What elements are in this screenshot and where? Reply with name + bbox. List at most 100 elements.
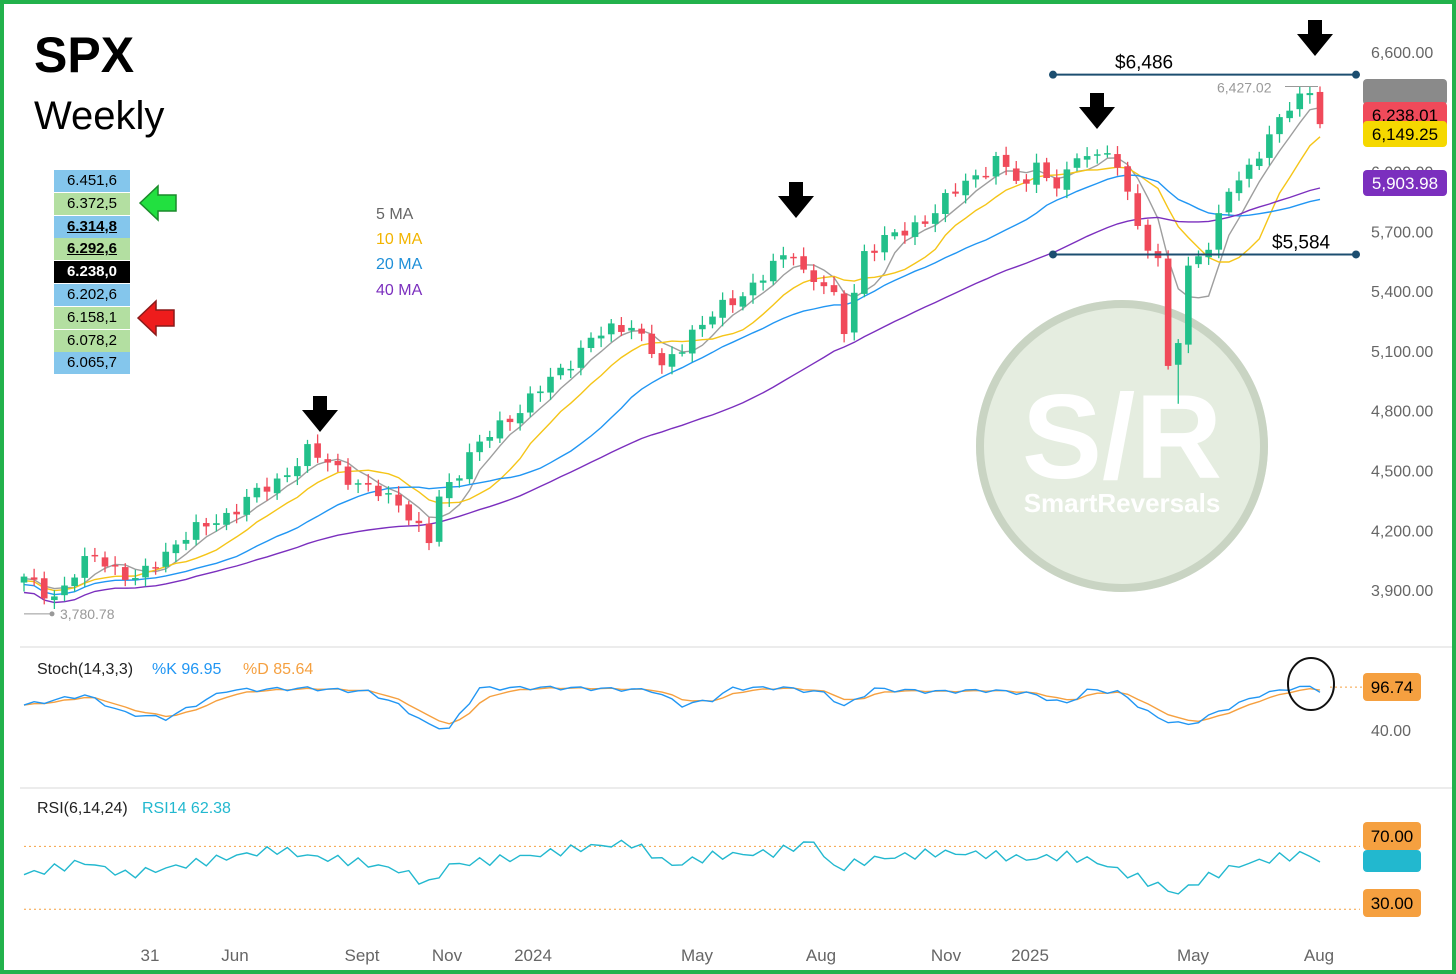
- down-arrow-icon: [778, 182, 814, 218]
- x-tick-label: Nov: [432, 946, 463, 965]
- candle-body: [628, 327, 635, 331]
- candle-body: [850, 292, 858, 333]
- candle-body: [790, 256, 797, 259]
- candle-body: [881, 235, 888, 253]
- candle-body: [1093, 154, 1101, 156]
- candle-body: [1316, 91, 1324, 125]
- price-badge-text: 6,238.01: [1372, 106, 1438, 125]
- candle-body: [1104, 153, 1111, 155]
- x-tick-label: 2024: [514, 946, 552, 965]
- candle-body: [1144, 224, 1152, 251]
- candle-body: [557, 367, 564, 376]
- candle-body: [243, 496, 251, 515]
- high-label: 6,427.02: [1217, 79, 1272, 95]
- candle-body: [101, 557, 109, 567]
- candle-body: [648, 333, 656, 355]
- x-tick-label: 2025: [1011, 946, 1049, 965]
- candle-body: [223, 512, 230, 525]
- level-row: 6.451,6: [54, 170, 130, 192]
- candle-body: [111, 565, 119, 567]
- stoch-highlight-circle: [1287, 657, 1335, 711]
- y-tick-label: 5,400.00: [1371, 284, 1433, 301]
- candle-body: [1073, 158, 1081, 168]
- x-tick-label: Sept: [345, 946, 380, 965]
- candle-body: [486, 437, 494, 441]
- rsi-badge-high: [1363, 822, 1421, 850]
- candle-body: [1276, 117, 1283, 135]
- candlesticks: [20, 86, 1324, 610]
- stoch-k-label: %K 96.95: [152, 661, 222, 678]
- candle-body: [1114, 154, 1121, 168]
- candle-body: [516, 413, 524, 424]
- candle-body: [1215, 213, 1223, 250]
- candle-body: [1063, 169, 1071, 190]
- candle-body: [972, 175, 980, 180]
- rsi-badge-low-text: 30.00: [1371, 894, 1414, 913]
- candle-body: [506, 418, 514, 423]
- candle-body: [871, 250, 878, 253]
- legend-10ma: 10 MA: [376, 231, 423, 248]
- support-label: $5,584: [1272, 232, 1331, 253]
- watermark-disc: [976, 300, 1268, 592]
- candle-body: [699, 324, 706, 330]
- candle-body: [142, 565, 149, 578]
- candle-body: [273, 478, 281, 494]
- y-tick-label: 4,500.00: [1371, 464, 1433, 481]
- candle-body: [800, 256, 807, 270]
- candle-body: [202, 523, 210, 527]
- x-tick-label: Aug: [806, 946, 836, 965]
- candle-body: [921, 221, 929, 224]
- candle-body: [810, 270, 818, 283]
- candle-body: [830, 285, 838, 293]
- level-row: 6.065,7: [54, 352, 130, 375]
- resistance-dot-left: [1049, 70, 1057, 79]
- candle-body: [314, 443, 321, 458]
- support-dot-left: [1049, 250, 1057, 259]
- level-row: 6.238,0: [54, 261, 130, 284]
- x-tick-label: May: [681, 946, 714, 965]
- candle-body: [992, 156, 1000, 177]
- ma-line-ma10: [23, 136, 1321, 592]
- green-left-arrow-icon: [138, 183, 178, 223]
- stoch-d-label: %D 85.64: [243, 661, 314, 678]
- stoch-d-line: [23, 686, 1321, 725]
- candle-body: [597, 335, 605, 339]
- candle-body: [425, 523, 433, 544]
- support-dot-right: [1352, 250, 1360, 259]
- price-badge: [1363, 121, 1447, 147]
- candle-body: [749, 282, 757, 296]
- candle-body: [385, 493, 392, 495]
- stochastic-panel: 40.00: [23, 657, 1411, 740]
- candle-body: [375, 485, 382, 497]
- candle-body: [769, 260, 777, 282]
- candle-body: [354, 483, 362, 485]
- candle-body: [263, 486, 271, 492]
- candle-body: [729, 298, 737, 306]
- candle-body: [668, 354, 676, 367]
- candle-body: [1023, 179, 1030, 184]
- rsi-badge-low: [1363, 889, 1421, 917]
- candle-body: [496, 420, 504, 439]
- candle-body: [658, 353, 666, 366]
- candle-body: [476, 441, 483, 453]
- candle-body: [577, 347, 585, 368]
- candle-body: [1134, 193, 1142, 226]
- candle-body: [152, 567, 159, 569]
- candle-body: [172, 544, 180, 554]
- candle-body: [1012, 168, 1020, 181]
- candle-body: [820, 282, 828, 287]
- candle-body: [121, 567, 129, 580]
- candle-body: [182, 539, 190, 544]
- stoch-title: Stoch(14,3,3): [37, 661, 134, 678]
- candle-body: [901, 230, 909, 236]
- low-label: 3,780.78: [60, 606, 115, 622]
- peak-arrows: [302, 20, 1333, 432]
- candle-body: [618, 325, 625, 332]
- candle-body: [40, 578, 48, 599]
- candle-body: [1174, 343, 1182, 365]
- candle-body: [334, 460, 342, 466]
- candle-body: [1296, 93, 1304, 110]
- candle-body: [982, 175, 990, 178]
- level-row: 6.202,6: [54, 284, 130, 306]
- candle-body: [1235, 180, 1243, 194]
